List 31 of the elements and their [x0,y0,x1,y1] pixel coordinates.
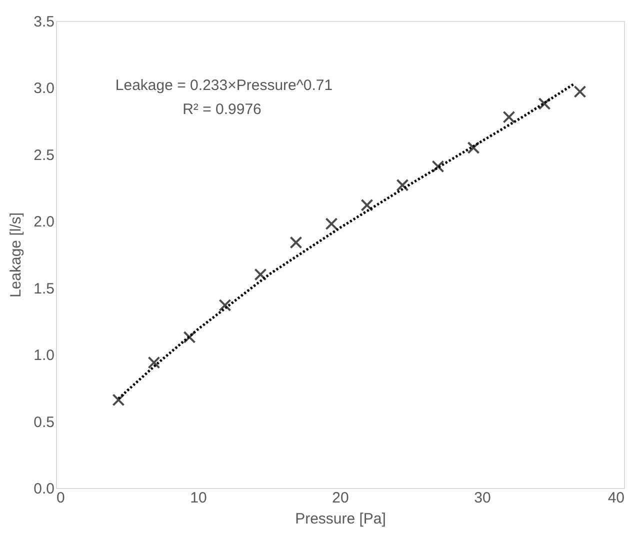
y-tick-label: 2.0 [34,214,54,231]
point [432,160,444,173]
y-tick-label: 2.5 [34,146,54,164]
point [183,330,196,344]
point [360,198,374,212]
annotation: Leakage = 0.233×Pressure^0.71 [115,77,333,94]
annotation: R² = 0.9976 [182,101,262,118]
x-tick-label: 30 [474,490,491,506]
x-tick-label: 40 [608,490,624,506]
x-tick-label: 20 [332,490,349,506]
y-tick-label: 3.5 [34,14,54,30]
x-axis-title: Pressure [Pa] [295,510,386,528]
y-tick-label: 0.5 [34,414,54,431]
point [502,110,516,124]
y-tick-label: 1.5 [34,280,54,298]
y-tick-label: 3.0 [34,80,54,98]
point [325,218,338,230]
point [112,394,125,406]
point [148,356,160,369]
point [254,268,267,281]
point [467,142,480,154]
y-axis-title: Leakage [l/s] [8,212,25,298]
x-tick-label: 0 [56,490,65,506]
point [290,236,302,249]
y-tick-label: 0.0 [34,480,54,498]
point [574,85,586,98]
point [218,298,232,312]
point [396,178,409,192]
point [538,97,551,110]
x-tick-label: 10 [190,490,207,506]
y-tick-label: 1.0 [34,347,54,364]
